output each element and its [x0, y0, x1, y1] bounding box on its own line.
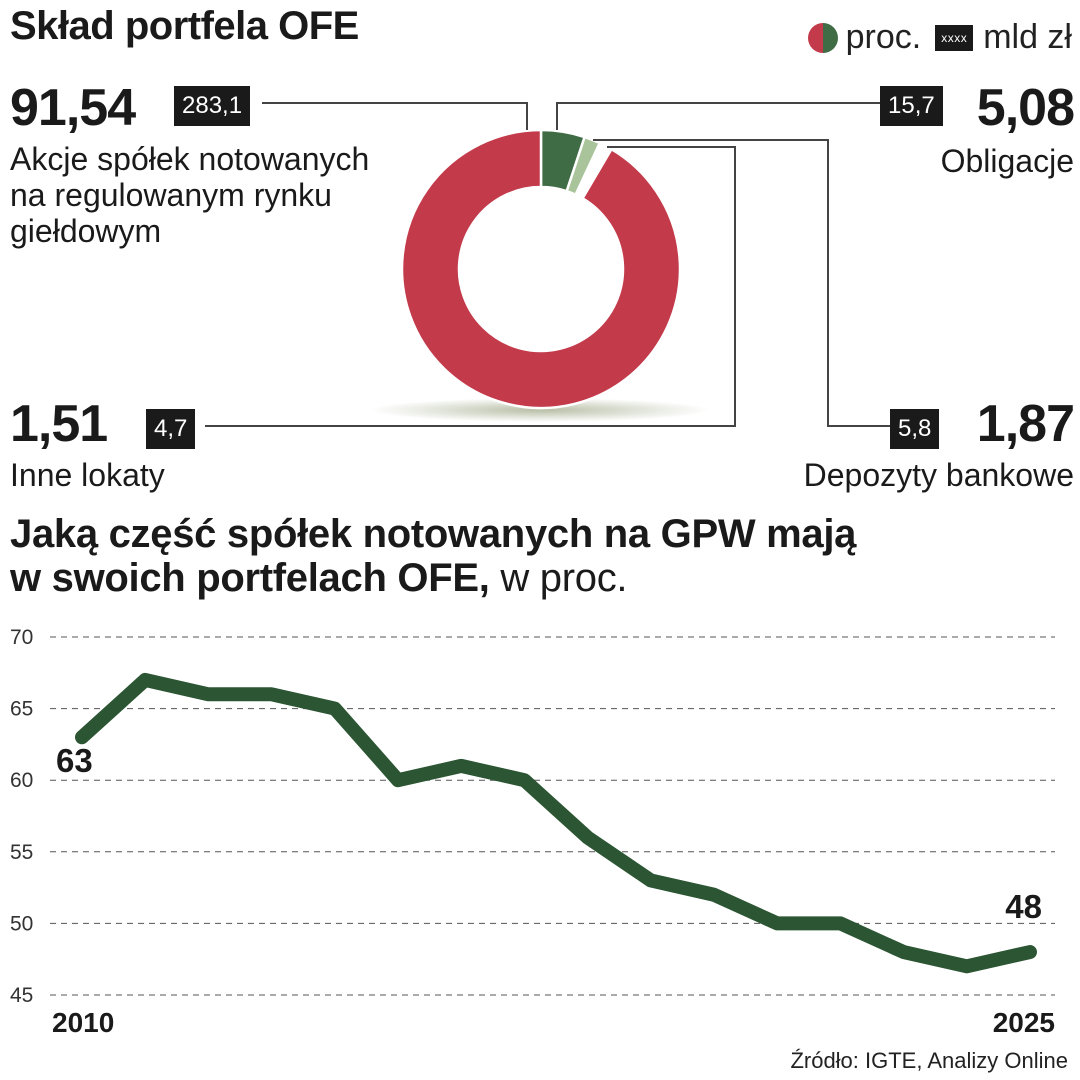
line-series [75, 672, 1037, 974]
donut-shadow [370, 398, 710, 422]
value-obligacje-pct: 5,08 [976, 79, 1075, 137]
data-label-last: 48 [1005, 888, 1042, 925]
line-chart: 45 50 55 60 65 70 2010 2025 63 48 [10, 626, 1055, 1038]
label-akcje: Akcje spółek notowanych na regulowanym r… [10, 141, 370, 249]
value-obligacje-amount: 15,7 [880, 86, 943, 126]
donut-slice-akcje [400, 128, 682, 410]
legend: proc. xxxx mld zł [807, 18, 1072, 57]
source-note: Źródło: IGTE, Analizy Online [790, 1048, 1068, 1073]
legend-pct-label: proc. [845, 18, 922, 56]
y-tick-label: 55 [10, 841, 33, 864]
x-tick-label: 2025 [993, 1007, 1055, 1038]
line-chart-title-line2: w swoich portfelach OFE, [10, 556, 490, 600]
line-chart-title-line1: Jaką część spółek notowanych na GPW mają [10, 512, 857, 556]
chart-title: Skład portfela OFE [10, 4, 359, 48]
donut-chart [205, 102, 890, 427]
label-akcje-line: Akcje spółek notowanych [10, 141, 370, 177]
y-tick-label: 50 [10, 912, 33, 935]
value-akcje-amount: 283,1 [174, 86, 251, 126]
value-inne-pct: 1,51 [10, 395, 108, 453]
connector-akcje [262, 102, 528, 130]
y-tick-label: 45 [10, 984, 33, 1007]
line-chart-title: Jaką część spółek notowanych na GPW mają… [10, 512, 1070, 600]
label-obligacje: Obligacje [940, 143, 1074, 179]
legend-amount-label: mld zł [983, 18, 1072, 56]
legend-pct-marker-icon [807, 22, 838, 53]
connector-depozyty [593, 139, 890, 427]
legend-amount-box: xxxx [935, 24, 974, 51]
y-tick-label: 70 [10, 626, 33, 649]
label-akcje-line: na regulowanym rynku [10, 176, 332, 213]
value-depozyty-amount: 5,8 [890, 409, 940, 449]
label-inne: Inne lokaty [10, 457, 165, 493]
y-tick-label: 65 [10, 698, 33, 721]
connector-obligacje [556, 102, 880, 130]
line-chart-unit: w proc. [500, 556, 628, 600]
value-inne-amount: 4,7 [146, 409, 196, 449]
label-depozyty: Depozyty bankowe [803, 457, 1074, 493]
label-akcje-line: giełdowym [10, 212, 162, 249]
value-akcje-pct: 91,54 [10, 79, 136, 137]
y-tick-label: 60 [10, 769, 33, 792]
data-label-first: 63 [56, 742, 93, 779]
connector-inne [205, 146, 736, 427]
value-depozyty-pct: 1,87 [976, 395, 1075, 453]
x-tick-label: 2010 [52, 1007, 114, 1038]
